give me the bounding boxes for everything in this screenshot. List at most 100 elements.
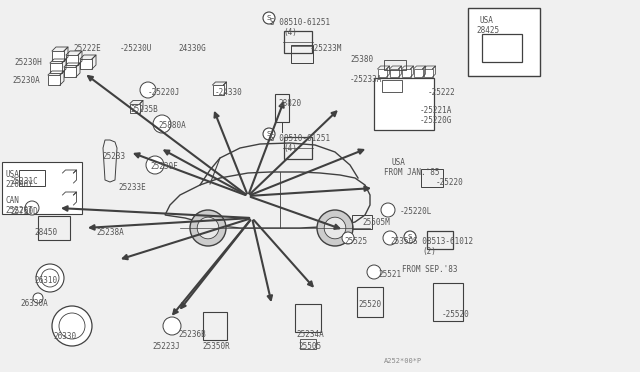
Bar <box>52 51 64 61</box>
Bar <box>378 69 387 77</box>
Bar <box>357 287 383 317</box>
Text: 25233E: 25233E <box>118 183 146 192</box>
Text: 25234A: 25234A <box>296 330 324 339</box>
Text: -25220L: -25220L <box>400 207 433 216</box>
Bar <box>2 162 82 214</box>
Text: 25230F: 25230F <box>150 162 178 171</box>
Text: 25350R: 25350R <box>202 342 230 351</box>
Circle shape <box>140 82 156 98</box>
Text: 26310: 26310 <box>34 276 57 285</box>
Bar <box>66 55 78 65</box>
Text: 26330: 26330 <box>53 332 76 341</box>
Bar <box>64 67 76 77</box>
Bar <box>50 63 62 73</box>
Text: 25233: 25233 <box>102 152 125 161</box>
Text: -25233A: -25233A <box>350 75 382 84</box>
Circle shape <box>33 293 43 303</box>
Circle shape <box>36 264 64 292</box>
Text: -25233M: -25233M <box>310 44 342 53</box>
Bar <box>130 103 140 112</box>
Text: 25230A: 25230A <box>12 76 40 85</box>
Bar <box>19 170 45 186</box>
Circle shape <box>381 203 395 217</box>
Circle shape <box>52 306 92 346</box>
Text: 26330A: 26330A <box>20 299 48 308</box>
Text: S 08510-61251: S 08510-61251 <box>270 18 330 27</box>
Circle shape <box>367 265 381 279</box>
Text: 25230H: 25230H <box>14 58 42 67</box>
Text: -25220J: -25220J <box>148 88 180 97</box>
Bar <box>80 59 92 69</box>
Text: FROM SEP.'83: FROM SEP.'83 <box>402 265 458 274</box>
Bar <box>401 69 410 77</box>
Bar <box>48 75 60 85</box>
Text: 25231C: 25231C <box>10 177 38 186</box>
Circle shape <box>263 128 275 140</box>
Text: CAN: CAN <box>5 196 19 205</box>
Circle shape <box>153 115 171 133</box>
Circle shape <box>404 231 416 243</box>
Text: 28820: 28820 <box>278 99 301 108</box>
Text: 25238A: 25238A <box>96 228 124 237</box>
Text: 25350: 25350 <box>390 237 413 246</box>
Text: (4): (4) <box>283 144 297 153</box>
Circle shape <box>41 269 59 287</box>
Text: -25221A: -25221A <box>420 106 452 115</box>
Text: 25235B: 25235B <box>130 105 157 114</box>
Text: FROM JAN.'85: FROM JAN.'85 <box>384 168 440 177</box>
Bar <box>424 69 433 77</box>
Text: 25505M: 25505M <box>362 218 390 227</box>
Text: S 08510-61251: S 08510-61251 <box>270 134 330 143</box>
Circle shape <box>163 317 181 335</box>
Text: 25220T: 25220T <box>5 206 33 215</box>
Bar <box>382 80 402 92</box>
Circle shape <box>263 12 275 24</box>
Bar <box>421 169 443 187</box>
Text: 25223J: 25223J <box>152 342 180 351</box>
Bar <box>203 312 227 340</box>
Text: 28425: 28425 <box>476 26 499 35</box>
Text: A252*00*P: A252*00*P <box>384 358 422 364</box>
Text: (4): (4) <box>283 28 297 37</box>
Text: -25220G: -25220G <box>420 116 452 125</box>
Text: -25230U: -25230U <box>120 44 152 53</box>
Bar <box>413 69 422 77</box>
Text: 22696Y: 22696Y <box>5 180 33 189</box>
Bar <box>300 339 316 349</box>
Text: 25380: 25380 <box>350 55 373 64</box>
Text: 25880A: 25880A <box>158 121 186 130</box>
Bar <box>374 78 434 130</box>
Circle shape <box>383 231 397 245</box>
Text: -25220: -25220 <box>436 178 464 187</box>
Bar <box>427 231 453 249</box>
Text: USA: USA <box>392 158 406 167</box>
Circle shape <box>197 217 219 239</box>
Text: S: S <box>267 131 271 137</box>
Text: S 08513-61012: S 08513-61012 <box>413 237 473 246</box>
Text: 25505: 25505 <box>298 342 321 351</box>
Text: -25222: -25222 <box>428 88 456 97</box>
Text: 25521: 25521 <box>378 270 401 279</box>
Bar <box>284 31 312 53</box>
Bar <box>275 94 289 122</box>
Text: (2): (2) <box>422 247 436 256</box>
Bar <box>295 304 321 332</box>
Text: 25222E: 25222E <box>73 44 100 53</box>
Bar <box>63 195 74 205</box>
Circle shape <box>146 156 164 174</box>
Text: S: S <box>408 234 412 240</box>
Circle shape <box>190 210 226 246</box>
Bar <box>38 216 70 240</box>
Bar <box>284 137 312 159</box>
Bar <box>482 34 522 62</box>
Circle shape <box>59 313 85 339</box>
Bar <box>63 173 74 183</box>
Text: USA: USA <box>5 170 19 179</box>
Bar <box>468 8 540 76</box>
Circle shape <box>317 210 353 246</box>
Bar <box>291 45 313 63</box>
Circle shape <box>342 232 354 244</box>
Bar <box>384 60 406 70</box>
Bar <box>212 85 223 95</box>
Bar <box>390 69 399 77</box>
